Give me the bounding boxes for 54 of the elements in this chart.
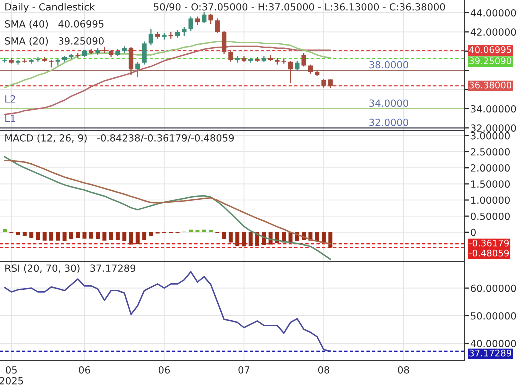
x-tick-label: 07 <box>238 366 250 374</box>
x-tick-label: 08 <box>398 366 410 374</box>
annotation: SMA (40) 40.06995 <box>5 20 104 29</box>
annotation: L2 <box>6 96 16 103</box>
candlestick <box>308 64 314 75</box>
x-tick-label: 05 2025 <box>0 366 24 385</box>
candlestick <box>188 16 194 32</box>
ref-line-label: 36.38000 <box>470 82 512 89</box>
y-tick-label: 0 <box>471 228 476 236</box>
candlestick <box>136 61 140 78</box>
candlestick <box>215 18 220 34</box>
y-tick-label: 1.50000 <box>472 180 510 188</box>
candlestick <box>128 46 134 76</box>
y-tick-label: 3.00000 <box>471 132 510 140</box>
y-tick-label: 42.00000 <box>470 28 516 36</box>
y-tick-label: 50.00000 <box>471 312 516 320</box>
annotation: SMA (20) 39.25090 <box>5 37 104 46</box>
ref-line-label: -0.36179 <box>469 240 509 247</box>
candlestick <box>228 50 234 62</box>
candlestick <box>302 52 306 68</box>
annotation: RSI (20, 70, 30) 37.17289 <box>6 264 136 274</box>
ref-line-label: 34.0000 <box>370 100 408 108</box>
y-tick-label: 32.00000 <box>471 124 516 132</box>
ref-line-label: 38.0000 <box>370 61 408 69</box>
candlestick <box>222 30 227 55</box>
y-tick-label: 60.00000 <box>471 284 516 292</box>
candlestick <box>288 60 294 84</box>
y-tick-label: 44.00000 <box>470 9 516 17</box>
ref-line-label: -0.48059 <box>469 250 509 257</box>
y-tick-label: 2.00000 <box>471 164 510 172</box>
line-series <box>4 156 332 260</box>
line-series <box>4 160 332 245</box>
ref-line-label: 40.06995 <box>469 46 512 54</box>
chart-title: Daily - Candlestick <box>6 3 96 13</box>
candlestick <box>295 60 300 72</box>
y-tick-label: 34.00000 <box>471 105 516 113</box>
x-tick-label: 08 <box>318 366 330 374</box>
candlestick <box>148 28 154 46</box>
y-tick-label: 2.50000 <box>471 148 510 156</box>
x-tick-label: 06 <box>79 366 90 374</box>
annotation: L1 <box>6 114 16 122</box>
annotation: 50/90 - O:37.05000 - H:37.05000 - L:36.13000 - C:36.38000 <box>154 3 446 12</box>
ref-line-label: 32.0000 <box>370 118 408 126</box>
y-tick-label: 0.50000 <box>471 212 510 220</box>
candlestick <box>202 11 207 24</box>
candlestick <box>36 56 41 62</box>
y-tick-label: 1.00000 <box>472 196 510 204</box>
ref-line-label: 37.17289 <box>470 350 512 357</box>
candlestick <box>208 13 214 26</box>
candlestick <box>142 41 147 66</box>
ref-line-label: 39.25090 <box>470 58 512 64</box>
x-tick-label: 06 <box>158 366 170 374</box>
annotation: MACD (12, 26, 9) -0.84238/-0.36179/-0.48059 <box>6 134 234 143</box>
y-tick-label: 40.00000 <box>470 340 516 348</box>
